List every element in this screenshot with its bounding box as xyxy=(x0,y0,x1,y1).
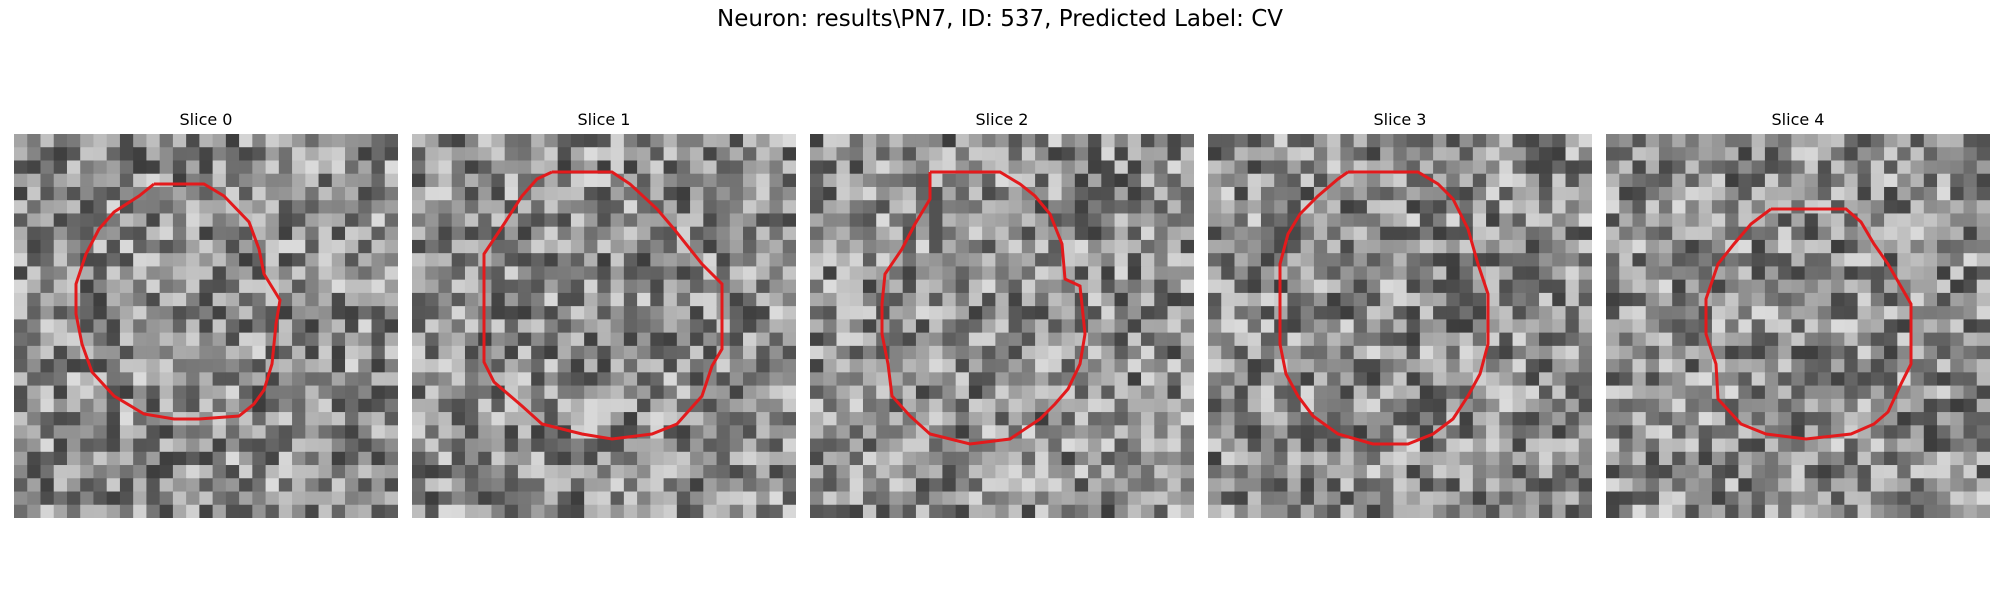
slice-title: Slice 1 xyxy=(577,110,631,129)
slice-title: Slice 4 xyxy=(1771,110,1825,129)
membrane-outline xyxy=(1278,170,1490,446)
slice-panel-4: Slice 4 xyxy=(1606,108,1990,518)
slice-panel-2: Slice 2 xyxy=(810,108,1194,518)
microscopy-texture xyxy=(412,134,796,518)
membrane-outline xyxy=(880,170,1087,446)
figure-title: Neuron: results\PN7, ID: 537, Predicted … xyxy=(717,6,1283,32)
slice-title: Slice 3 xyxy=(1373,110,1427,129)
membrane-outline xyxy=(1704,207,1913,441)
slice-image-2 xyxy=(810,134,1194,518)
slice-image-4 xyxy=(1606,134,1990,518)
slice-image-0 xyxy=(14,134,398,518)
microscopy-texture xyxy=(14,134,398,518)
membrane-outline xyxy=(482,170,724,441)
slice-title: Slice 0 xyxy=(179,110,233,129)
membrane-outline xyxy=(74,182,282,421)
microscopy-texture xyxy=(810,134,1194,518)
slice-panel-1: Slice 1 xyxy=(412,108,796,518)
microscopy-texture xyxy=(1208,134,1592,518)
slice-panel-3: Slice 3 xyxy=(1208,108,1592,518)
slice-panel-0: Slice 0 xyxy=(14,108,398,518)
microscopy-texture xyxy=(1606,134,1990,518)
slice-title: Slice 2 xyxy=(975,110,1029,129)
slice-image-1 xyxy=(412,134,796,518)
slice-image-3 xyxy=(1208,134,1592,518)
